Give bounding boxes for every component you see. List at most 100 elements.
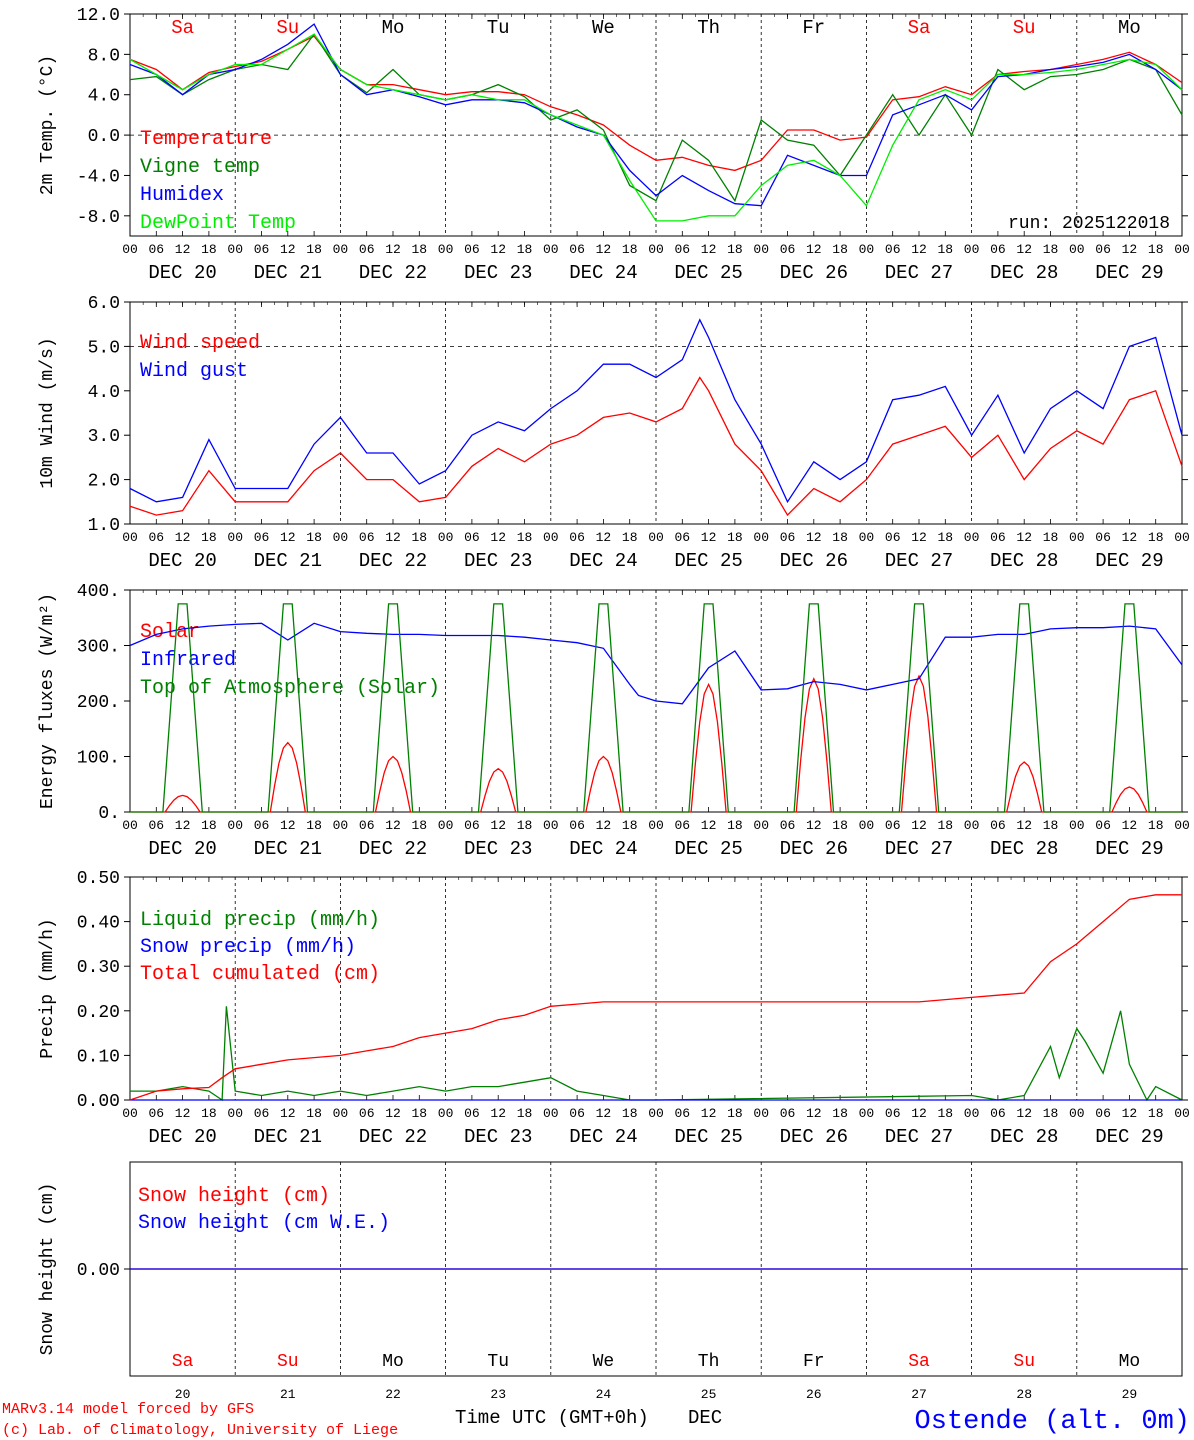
hour-label: 12 <box>596 530 612 545</box>
hour-label: 00 <box>543 242 559 257</box>
hour-label: 00 <box>438 530 454 545</box>
date-label: DEC 28 <box>990 1126 1058 1148</box>
y-tick-label: -8.0 <box>77 208 120 228</box>
hour-label: 00 <box>122 242 138 257</box>
hour-label: 06 <box>885 242 901 257</box>
hour-label: 12 <box>1122 1106 1138 1121</box>
hour-label: 18 <box>727 242 743 257</box>
hour-label: 00 <box>438 1106 454 1121</box>
hour-label: 06 <box>885 1106 901 1121</box>
footer-credit: (c) Lab. of Climatology, University of L… <box>2 1422 398 1439</box>
hour-label: 06 <box>990 530 1006 545</box>
hour-label: 06 <box>254 818 270 833</box>
hour-label: 18 <box>1043 818 1059 833</box>
hour-label: 00 <box>543 1106 559 1121</box>
legend-entry: Temperature <box>140 128 272 151</box>
legend-entry: Humidex <box>140 184 224 207</box>
hour-label: 00 <box>122 818 138 833</box>
day-number: 26 <box>806 1387 822 1402</box>
hour-label: 06 <box>885 530 901 545</box>
hour-label: 06 <box>1095 242 1111 257</box>
panel-precip: 0.50 0.40 0.30 0.20 0.10 0.00 Precip (mm/h) 00 0… <box>38 869 1190 1148</box>
hour-label: 06 <box>780 818 796 833</box>
y-tick-label: 0.0 <box>88 127 120 147</box>
y-tick-label: 0.30 <box>77 958 120 978</box>
y-tick-label: 3.0 <box>88 427 120 447</box>
y-tick-label: 5.0 <box>88 338 120 358</box>
hour-label: 06 <box>780 1106 796 1121</box>
hour-label: 00 <box>648 818 664 833</box>
hour-label: 00 <box>1174 1106 1190 1121</box>
date-label: DEC 20 <box>148 262 216 284</box>
hour-label: 00 <box>648 242 664 257</box>
day-name-bottom: Sa <box>908 1352 930 1372</box>
day-number: 21 <box>280 1387 296 1402</box>
y-tick-label: 8.0 <box>88 46 120 66</box>
series-wind-0 <box>129 376 1183 517</box>
x-axis-month: DEC <box>688 1407 722 1429</box>
x-axis-title: Time UTC (GMT+0h) <box>455 1407 649 1429</box>
day-name-top: Sa <box>908 17 931 39</box>
hour-label: 00 <box>227 818 243 833</box>
hour-label: 00 <box>1069 1106 1085 1121</box>
date-label: DEC 20 <box>148 550 216 572</box>
hour-label: 12 <box>280 242 296 257</box>
y-axis-label: Precip (mm/h) <box>38 918 58 1058</box>
y-tick-label: 0. <box>98 804 120 824</box>
y-axis-label: Energy fluxes (W/m²) <box>38 593 58 809</box>
hour-label: 06 <box>359 530 375 545</box>
day-name-bottom: Mo <box>382 1352 404 1372</box>
y-tick-label: 4.0 <box>88 383 120 403</box>
hour-label: 18 <box>622 1106 638 1121</box>
date-label: DEC 28 <box>990 838 1058 860</box>
legend-entry: Snow height (cm W.E.) <box>138 1212 390 1235</box>
hour-label: 06 <box>569 818 585 833</box>
hour-label: 00 <box>438 818 454 833</box>
day-number: 22 <box>385 1387 401 1402</box>
hour-label: 12 <box>1122 530 1138 545</box>
hour-label: 18 <box>937 530 953 545</box>
hour-label: 12 <box>806 530 822 545</box>
date-label: DEC 21 <box>254 262 322 284</box>
series-wind-1 <box>129 318 1183 504</box>
y-tick-label: 0.40 <box>77 914 120 934</box>
hour-label: 18 <box>1043 242 1059 257</box>
hour-label: 06 <box>464 818 480 833</box>
hour-label: 18 <box>622 818 638 833</box>
hour-label: 00 <box>859 530 875 545</box>
date-label: DEC 23 <box>464 838 532 860</box>
y-axis-label: 2m Temp. (°C) <box>38 55 58 195</box>
hour-label: 00 <box>122 1106 138 1121</box>
hour-label: 00 <box>227 530 243 545</box>
date-label: DEC 24 <box>569 550 637 572</box>
hour-label: 06 <box>674 530 690 545</box>
date-label: DEC 22 <box>359 838 427 860</box>
hour-label: 06 <box>254 242 270 257</box>
y-tick-label: 0.00 <box>77 1261 120 1281</box>
date-label: DEC 29 <box>1095 838 1163 860</box>
day-name-top: Fr <box>802 17 825 39</box>
hour-label: 06 <box>148 818 164 833</box>
hour-label: 12 <box>1016 530 1032 545</box>
hour-label: 00 <box>648 530 664 545</box>
hour-label: 12 <box>596 242 612 257</box>
hour-label: 18 <box>306 1106 322 1121</box>
hour-label: 12 <box>1122 818 1138 833</box>
date-label: DEC 26 <box>780 1126 848 1148</box>
hour-label: 18 <box>201 1106 217 1121</box>
legend-entry: Snow height (cm) <box>138 1185 330 1208</box>
hour-label: 06 <box>990 242 1006 257</box>
date-label: DEC 26 <box>780 550 848 572</box>
date-label: DEC 25 <box>674 550 742 572</box>
day-name-top: Su <box>1013 17 1036 39</box>
y-tick-label: 4.0 <box>88 87 120 107</box>
hour-label: 12 <box>1122 242 1138 257</box>
hour-label: 00 <box>859 1106 875 1121</box>
hour-label: 00 <box>859 818 875 833</box>
hour-label: 18 <box>306 530 322 545</box>
series-temp-3 <box>129 33 1183 222</box>
series-temp-0 <box>129 35 1183 172</box>
hour-label: 12 <box>490 818 506 833</box>
legend-entry: Total cumulated (cm) <box>140 963 380 986</box>
